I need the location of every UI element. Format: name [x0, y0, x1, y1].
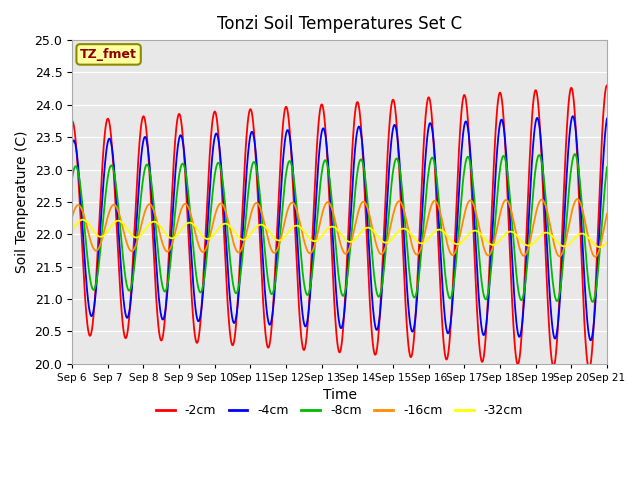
-8cm — [188, 220, 195, 226]
-32cm — [79, 217, 86, 223]
-2cm — [188, 284, 195, 289]
Legend: -2cm, -4cm, -8cm, -16cm, -32cm: -2cm, -4cm, -8cm, -16cm, -32cm — [151, 399, 528, 422]
Line: -4cm: -4cm — [72, 116, 607, 340]
-4cm — [492, 161, 500, 167]
-32cm — [493, 240, 500, 246]
-16cm — [174, 217, 182, 223]
-32cm — [68, 228, 76, 233]
Line: -2cm: -2cm — [72, 85, 607, 369]
Line: -16cm: -16cm — [72, 199, 607, 257]
-4cm — [603, 116, 611, 121]
-16cm — [540, 198, 547, 204]
-4cm — [540, 175, 547, 180]
-2cm — [585, 366, 593, 372]
X-axis label: Time: Time — [323, 388, 356, 402]
-8cm — [422, 189, 430, 195]
-16cm — [188, 213, 195, 218]
-8cm — [247, 168, 255, 174]
-2cm — [174, 113, 182, 119]
-32cm — [540, 230, 548, 236]
-4cm — [68, 141, 76, 146]
-32cm — [175, 231, 182, 237]
-8cm — [492, 205, 500, 211]
-2cm — [68, 118, 76, 124]
-16cm — [603, 211, 611, 217]
-2cm — [247, 107, 255, 112]
Title: Tonzi Soil Temperatures Set C: Tonzi Soil Temperatures Set C — [217, 15, 462, 33]
-16cm — [492, 229, 500, 235]
-2cm — [492, 119, 500, 125]
Line: -32cm: -32cm — [72, 220, 607, 247]
-32cm — [188, 220, 195, 226]
-2cm — [603, 83, 611, 88]
-8cm — [589, 299, 596, 305]
-16cm — [247, 211, 255, 217]
-8cm — [174, 180, 182, 186]
-16cm — [68, 214, 76, 220]
-8cm — [68, 175, 76, 180]
Y-axis label: Soil Temperature (C): Soil Temperature (C) — [15, 131, 29, 273]
-4cm — [422, 144, 430, 150]
-2cm — [540, 197, 547, 203]
-32cm — [596, 244, 604, 250]
-32cm — [603, 240, 611, 246]
-4cm — [569, 113, 577, 119]
-4cm — [247, 131, 255, 136]
-8cm — [603, 164, 611, 170]
-16cm — [573, 196, 581, 202]
-8cm — [571, 151, 579, 157]
-4cm — [587, 337, 595, 343]
-16cm — [422, 223, 430, 228]
-8cm — [540, 171, 547, 177]
-32cm — [423, 238, 431, 243]
Text: TZ_fmet: TZ_fmet — [80, 48, 137, 61]
Line: -8cm: -8cm — [72, 154, 607, 302]
-4cm — [174, 142, 182, 147]
-32cm — [248, 230, 255, 236]
-2cm — [422, 106, 430, 111]
-4cm — [188, 250, 195, 255]
-16cm — [591, 254, 599, 260]
